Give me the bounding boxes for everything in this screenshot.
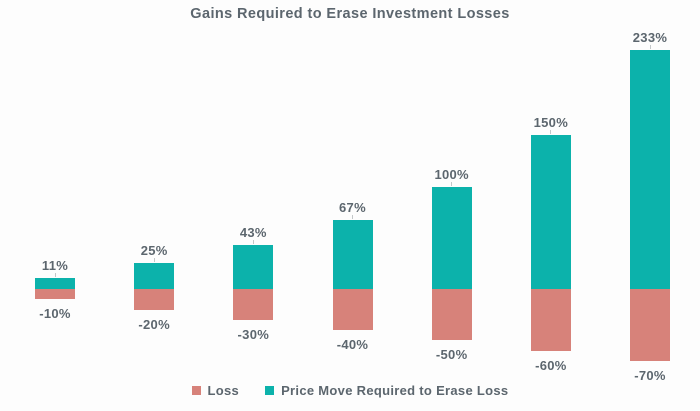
label-tick [649,45,651,50]
bar-label-loss: -10% [39,306,71,322]
bar-label-loss: -40% [336,337,369,352]
bar-label-gain: 67% [339,200,366,216]
label-tick [451,181,453,186]
bar-segment-loss [35,289,75,300]
bar-segment-gain [134,263,175,289]
bar-segment-gain [630,50,671,289]
bar-label-loss: -50% [435,347,468,363]
label-tick [352,215,353,220]
bar-label-gain: 100% [434,166,469,182]
bar-label-loss: -60% [535,357,567,373]
bar-label-gain: 43% [239,224,267,240]
bar-segment-gain [233,244,274,289]
bar-segment-loss [233,289,274,320]
bar-segment-loss [530,289,571,351]
bar-segment-gain [332,220,373,289]
chart-legend: Loss Price Move Required to Erase Loss [0,383,700,398]
legend-marker-loss-icon [191,386,201,395]
bar-segment-gain [35,277,75,289]
label-tick [252,239,254,244]
bar-label-loss: -30% [237,326,270,342]
bar-segment-gain [530,135,571,289]
bar-label-loss: -70% [634,367,666,383]
legend-label-loss: Loss [207,383,240,398]
legend-marker-gain-icon [265,386,275,395]
chart-title: Gains Required to Erase Investment Losse… [190,6,510,22]
bar-label-gain: 233% [632,30,668,46]
bar-segment-loss [431,289,472,341]
bar-label-gain: 150% [533,115,569,131]
label-tick [153,258,155,263]
legend-label-gain: Price Move Required to Erase Loss [281,383,509,398]
bar-segment-loss [332,289,373,330]
bar-label-loss: -20% [138,316,170,332]
label-tick [54,272,56,277]
bar-label-gain: 25% [140,243,168,259]
legend-item-gain: Price Move Required to Erase Loss [265,383,508,398]
bar-label-gain: 11% [41,257,69,273]
label-tick [550,130,552,135]
legend-item-loss: Loss [191,383,240,398]
bar-segment-loss [630,289,671,361]
bar-segment-loss [134,289,175,310]
bar-segment-gain [431,186,472,289]
